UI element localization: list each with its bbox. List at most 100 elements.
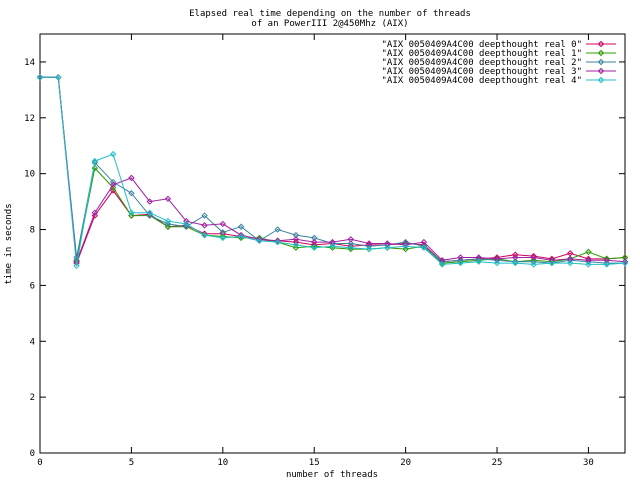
y-axis-label: time in seconds (4, 203, 14, 284)
data-point (73, 262, 80, 270)
legend-label: "AIX 0050409A4C00 deepthought real 4" (382, 76, 582, 86)
data-point (256, 237, 263, 244)
data-point (219, 220, 227, 228)
data-point (128, 212, 135, 219)
plot-frame (39, 33, 626, 454)
y-tick-label: 0 (30, 449, 35, 459)
y-tick-label: 10 (24, 170, 35, 180)
data-point (512, 259, 519, 267)
legend-marker (597, 58, 605, 66)
series-4 (36, 74, 629, 270)
chart-subtitle: of an PowerIII 2@450Mhz (AIX) (251, 19, 408, 29)
data-point (128, 174, 135, 182)
data-point (548, 259, 556, 267)
data-point (311, 244, 318, 251)
data-point (292, 241, 300, 249)
data-point (402, 243, 409, 250)
legend-entry: "AIX 0050409A4C00 deepthought real 4" (382, 76, 616, 86)
plot-axes (39, 33, 626, 454)
data-point (237, 231, 245, 239)
x-tick-label: 15 (309, 458, 320, 468)
data-point (347, 236, 354, 243)
y-tick-label: 2 (30, 393, 35, 403)
legend-entry: "AIX 0050409A4C00 deepthought real 1" (382, 49, 616, 59)
legend-label: "AIX 0050409A4C00 deepthought real 1" (382, 49, 582, 59)
data-point (274, 237, 281, 244)
data-point (347, 244, 354, 251)
data-point (164, 217, 172, 225)
data-point (530, 261, 537, 268)
y-tick-label: 14 (24, 58, 35, 68)
data-point (183, 220, 190, 228)
data-point (91, 209, 99, 216)
data-point (164, 220, 172, 228)
data-point (457, 259, 464, 267)
data-point (475, 258, 482, 265)
data-point (603, 259, 610, 267)
legend-entry: "AIX 0050409A4C00 deepthought real 2" (382, 58, 616, 68)
data-point (438, 261, 446, 268)
data-point (621, 259, 629, 267)
x-tick-label: 0 (37, 458, 42, 468)
series-line (40, 76, 626, 264)
y-tick-label: 12 (24, 114, 35, 124)
series-line (40, 76, 625, 264)
data-point (384, 244, 391, 251)
data-point (347, 240, 354, 247)
legend-marker (597, 67, 605, 75)
data-point (512, 258, 519, 265)
series-3 (36, 74, 629, 265)
data-point (219, 234, 227, 242)
legend-marker (597, 40, 605, 48)
data-point (237, 223, 245, 230)
x-tick-label: 10 (217, 458, 228, 468)
chart-title: Elapsed real time depending on the numbe… (189, 9, 471, 19)
data-point (237, 233, 245, 240)
data-point (201, 222, 208, 229)
series-0 (36, 74, 629, 267)
y-tick-label: 4 (30, 337, 35, 347)
data-point (311, 243, 318, 250)
data-point (603, 257, 610, 264)
data-point (438, 257, 446, 264)
x-axis-label: number of threads (286, 470, 378, 480)
data-point (128, 190, 135, 197)
data-point (201, 212, 208, 219)
series-layer (36, 74, 629, 270)
data-point (201, 230, 208, 237)
data-point (128, 209, 135, 216)
data-point (164, 223, 172, 230)
legend-marker (597, 49, 605, 57)
data-point (530, 257, 537, 264)
data-point (530, 254, 537, 261)
data-point (274, 238, 281, 246)
data-point (109, 181, 117, 189)
data-point (109, 150, 117, 158)
data-point (146, 212, 153, 219)
data-point (566, 255, 574, 263)
series-line (40, 76, 626, 263)
data-point (201, 231, 208, 239)
data-point (621, 258, 629, 265)
legend-entry: "AIX 0050409A4C00 deepthought real 0" (382, 40, 616, 50)
data-point (292, 231, 300, 239)
data-point (55, 74, 62, 81)
x-tick-label: 5 (129, 458, 134, 468)
legend: "AIX 0050409A4C00 deepthought real 0""AI… (382, 40, 616, 86)
data-point (402, 241, 409, 249)
data-point (219, 233, 227, 240)
x-tick-label: 20 (400, 458, 411, 468)
data-point (311, 234, 318, 242)
data-point (91, 212, 99, 219)
data-point (274, 226, 281, 233)
data-point (585, 257, 592, 264)
y-tick-label: 6 (30, 281, 35, 291)
data-point (603, 261, 610, 268)
data-point (329, 243, 336, 250)
data-point (164, 195, 172, 203)
data-point (146, 209, 153, 216)
data-point (585, 261, 592, 268)
legend-entry: "AIX 0050409A4C00 deepthought real 3" (382, 67, 616, 77)
series-line (40, 76, 626, 264)
x-tick-label: 30 (583, 458, 594, 468)
